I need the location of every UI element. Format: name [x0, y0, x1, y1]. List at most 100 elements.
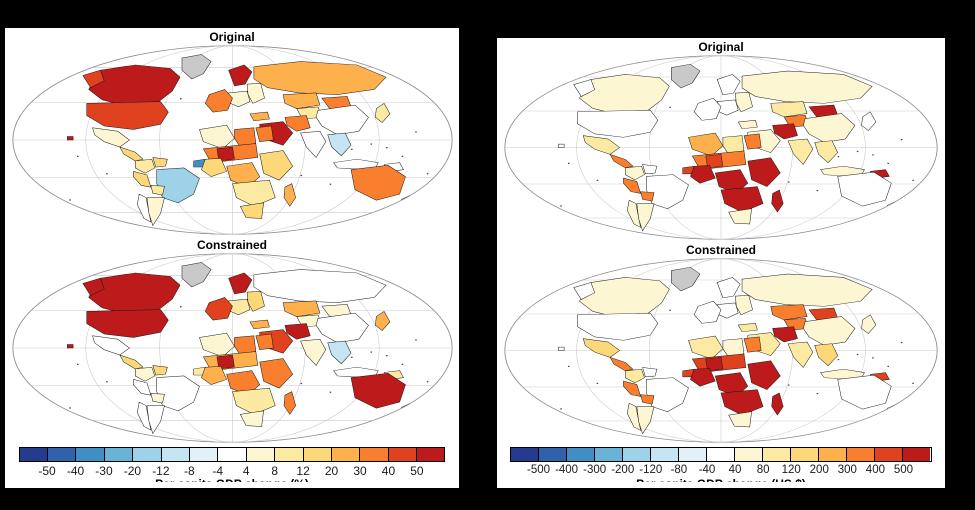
region-weurope — [204, 297, 233, 321]
region-japan — [374, 310, 390, 331]
world-map-constrained-percent — [11, 253, 453, 443]
region-southafrica — [239, 410, 264, 427]
colorbar-swatch — [735, 448, 764, 461]
region-china — [802, 316, 856, 346]
region-india — [787, 138, 814, 165]
region-camerica — [118, 146, 144, 162]
panel-gdp-percent: Original Constrained -50 -40 -30 -20 -12 -8 -4… — [5, 28, 459, 488]
region-newzealand — [400, 195, 414, 216]
region-peru — [623, 177, 642, 194]
region-newzealand — [400, 403, 414, 424]
region-madagascar — [283, 391, 296, 415]
region-sahel_accent — [216, 354, 235, 370]
region-southafrica — [239, 202, 264, 219]
region-alaska — [573, 282, 596, 300]
region-greenland — [181, 262, 211, 288]
colorbar-swatch — [189, 448, 219, 461]
colorbar-tick: -12 — [152, 464, 170, 478]
region-chile — [626, 402, 642, 431]
region-safrica_band — [720, 389, 764, 416]
colorbar-swatch — [246, 448, 276, 461]
region-china — [315, 312, 369, 344]
region-bolivia — [640, 191, 655, 202]
region-iran — [772, 326, 798, 343]
region-hawaii — [66, 136, 73, 141]
colorbar-tick: 4 — [242, 464, 250, 478]
colorbar-swatch — [104, 448, 134, 461]
colorbar-tick: -120 — [639, 464, 663, 476]
region-camerica — [609, 356, 634, 372]
region-wafrica — [690, 368, 716, 387]
region-wafrica — [200, 158, 227, 177]
region-kazakh — [282, 300, 320, 317]
region-peru — [132, 379, 151, 396]
region-seasia — [326, 340, 351, 365]
region-safrica_band — [231, 179, 276, 207]
region-wafrica — [200, 366, 227, 385]
colorbar-tick: -300 — [583, 464, 607, 476]
colorbar-tick-labels: -500 -400 -300 -200 -120 -80 -40 40 80 120 200 300 4… — [510, 462, 931, 477]
map-title-constrained-percent: Constrained — [196, 238, 267, 252]
region-chile — [626, 199, 642, 228]
region-safrica_band — [231, 387, 276, 415]
xaxis-label-percent-clipped: Per capita GDP change (%) — [5, 478, 459, 482]
colorbar-swatch — [875, 448, 904, 461]
region-alaska — [573, 79, 596, 97]
colorbar-tick: 20 — [324, 464, 339, 478]
region-seasia — [814, 140, 839, 164]
region-venezuela — [642, 367, 658, 378]
region-southafrica — [728, 411, 752, 428]
region-sahel_accent — [216, 146, 235, 162]
colorbar-tick: 300 — [837, 464, 857, 476]
colorbar-swatch — [567, 448, 596, 461]
region-argentina — [636, 203, 655, 232]
colorbar-tick: 50 — [410, 464, 424, 478]
colorbar-swatch — [903, 448, 931, 461]
colorbar-swatch — [303, 448, 332, 461]
region-eeurope — [246, 291, 265, 312]
region-turkey — [249, 111, 270, 122]
colorbar-tick: 40 — [728, 464, 742, 476]
region-japan — [861, 314, 877, 334]
colorbar-swatch — [679, 448, 708, 461]
region-chile — [136, 401, 151, 431]
colorbar-swatch — [651, 448, 680, 461]
colorbar-swatch — [847, 448, 876, 461]
region-australia — [837, 374, 892, 410]
region-greenland — [670, 266, 701, 292]
region-venezuela — [151, 365, 168, 376]
region-australia — [837, 171, 892, 207]
colorbar-dollars: -500 -400 -300 -200 -120 -80 -40 40 80 120 200 300 4… — [510, 447, 932, 477]
region-venezuela — [642, 164, 658, 175]
region-weurope — [693, 300, 722, 324]
region-sahel_accent — [705, 154, 724, 169]
region-eafrica — [747, 360, 781, 390]
region-india — [787, 341, 814, 368]
colorbar-tick: -20 — [123, 464, 142, 478]
region-egypt — [254, 125, 274, 143]
region-alaska — [81, 69, 105, 88]
colorbar-percent: -50 -40 -30 -20 -12 -8 -4 4 8 12 20 30 40 50 — [18, 447, 446, 478]
region-iran — [284, 115, 311, 132]
region-nafrica_w — [198, 124, 235, 150]
region-wafrica — [690, 165, 716, 184]
colorbar-tick: -8 — [183, 464, 195, 478]
region-southafrica — [728, 208, 752, 225]
colorbar-swatch — [275, 448, 304, 461]
colorbar-tick: 80 — [756, 464, 770, 476]
region-peru — [623, 380, 642, 397]
colorbar-tick: -30 — [95, 464, 113, 478]
colorbar-tick: -80 — [670, 464, 688, 476]
region-madagascar — [771, 392, 784, 416]
region-usa — [85, 309, 169, 338]
colorbar-swatches — [18, 447, 446, 462]
region-australia — [350, 165, 406, 201]
region-usa — [577, 312, 659, 341]
colorbar-swatch — [19, 448, 49, 461]
colorbar-swatch — [133, 448, 162, 461]
colorbar-swatch — [48, 448, 77, 461]
map-title-original-percent: Original — [209, 30, 255, 44]
island-specks — [560, 106, 914, 207]
colorbar-swatch — [763, 448, 792, 461]
region-eeurope — [735, 92, 753, 113]
